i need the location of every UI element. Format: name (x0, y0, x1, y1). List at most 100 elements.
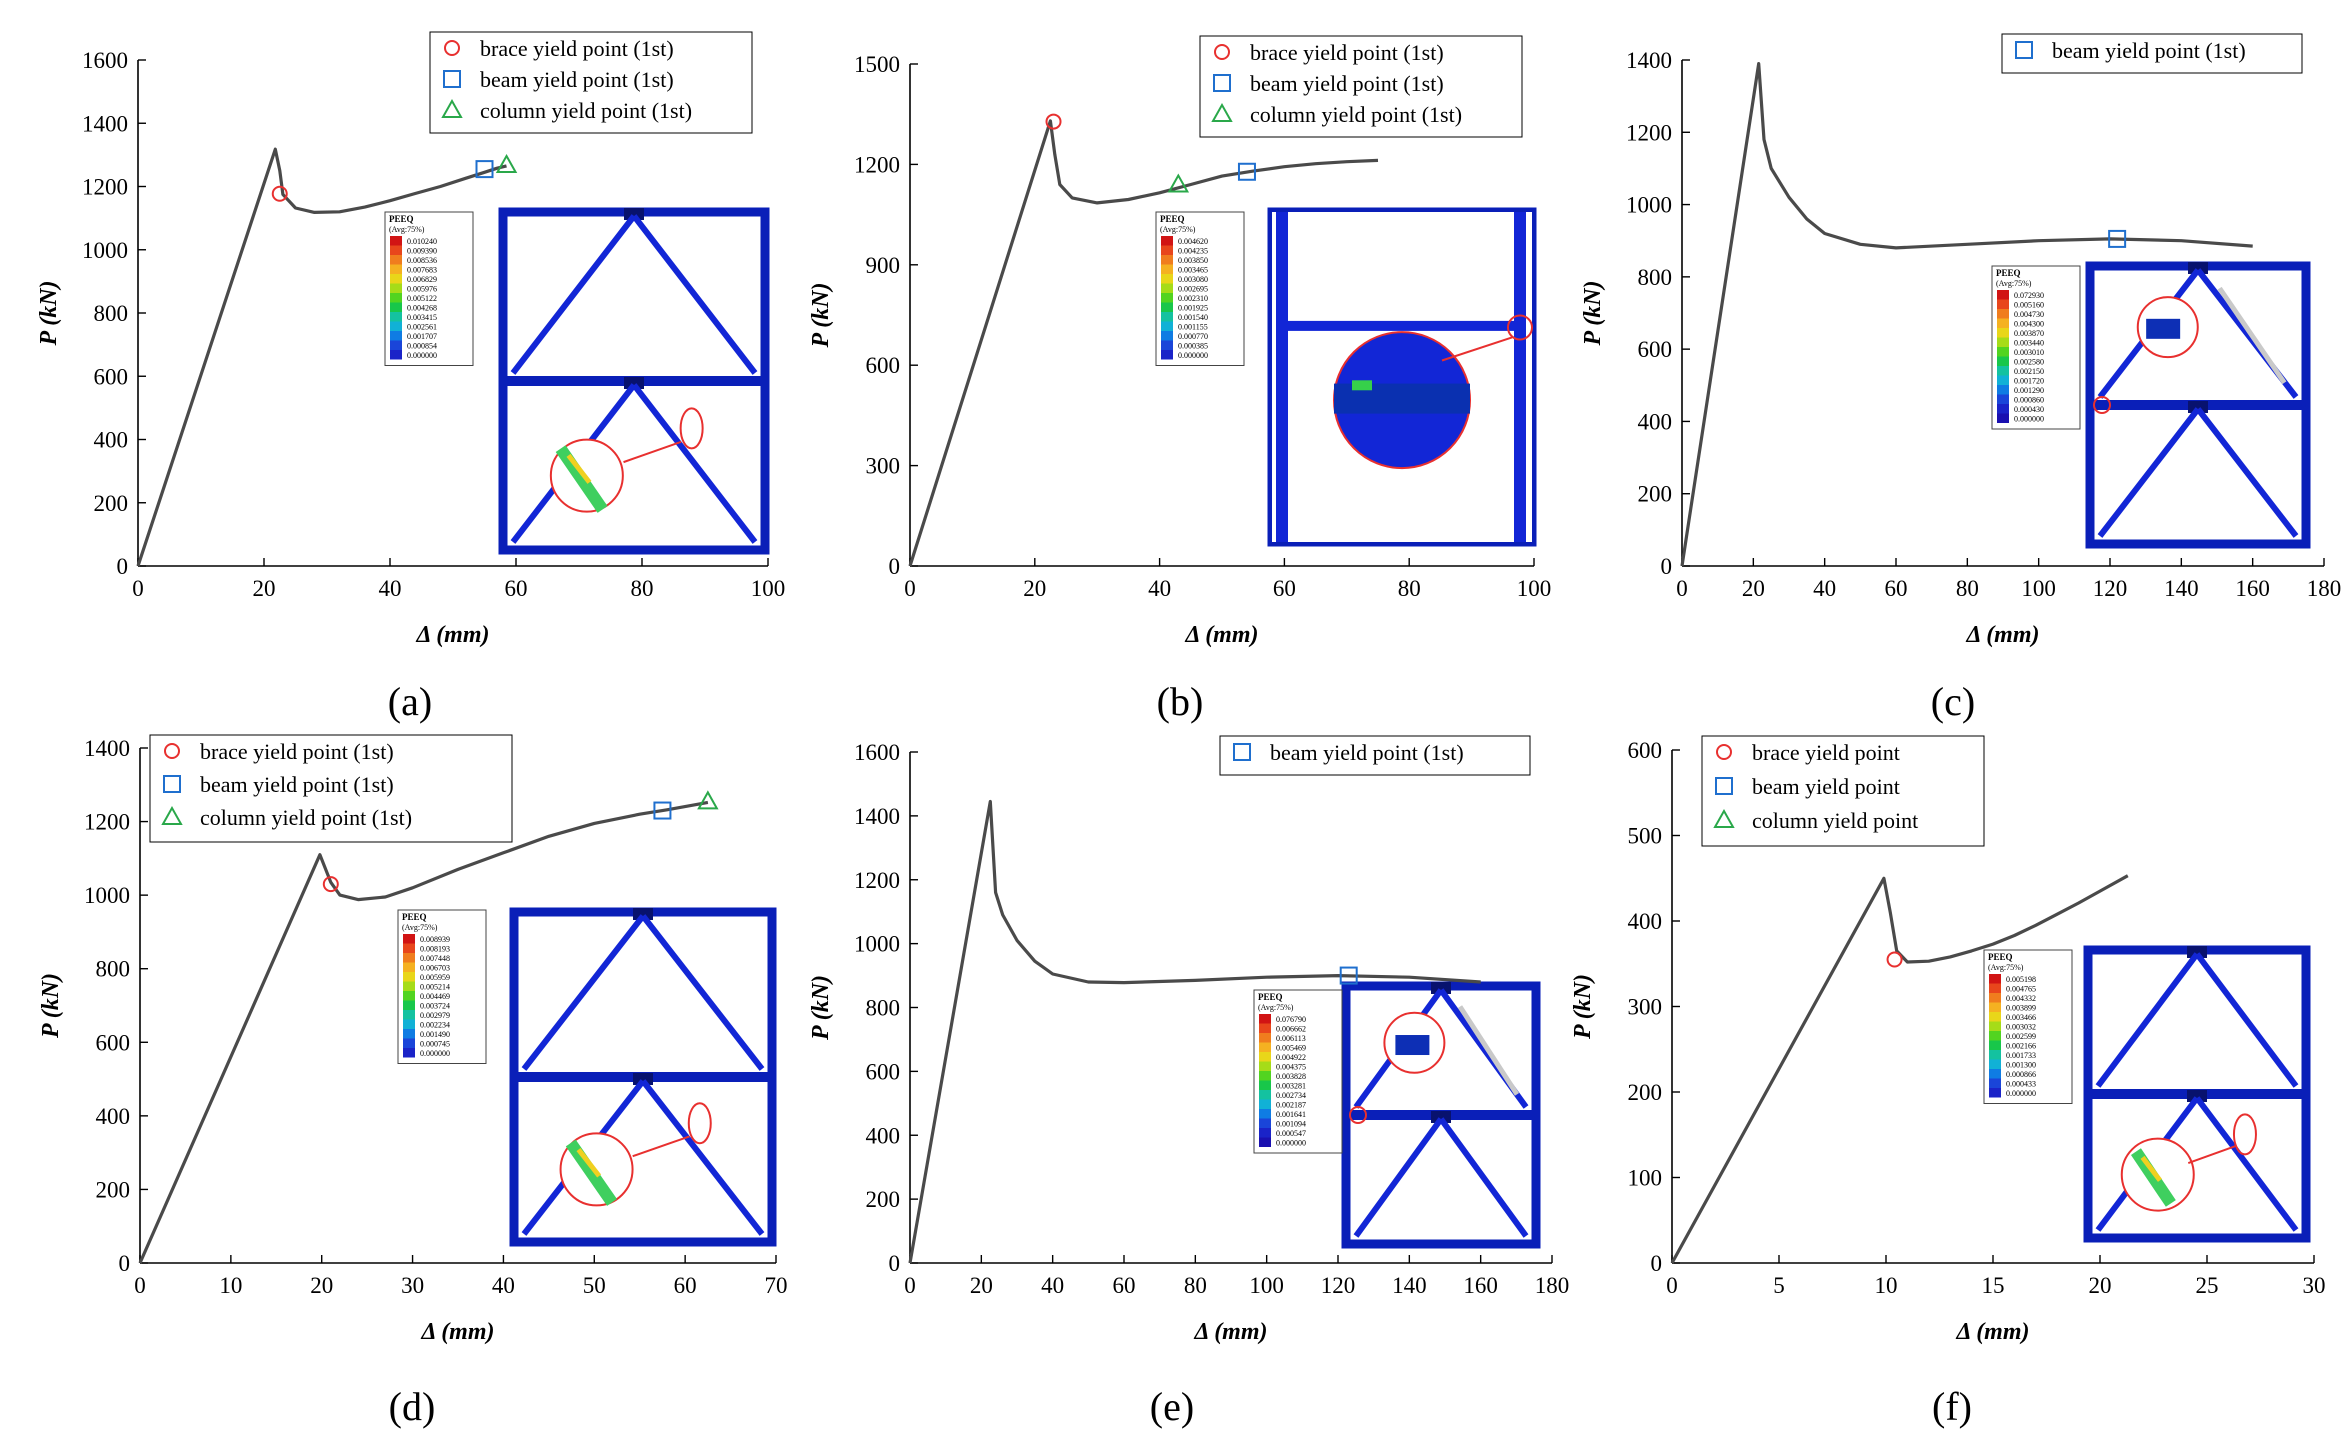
y-tick-label: 200 (1628, 1080, 1663, 1105)
yield-circle (1507, 314, 1533, 341)
x-tick-label: 100 (751, 576, 786, 601)
y-tick-label: 0 (119, 1251, 131, 1276)
y-tick-label: 800 (96, 957, 131, 982)
brace-left (1353, 1117, 1444, 1238)
contour-swatch (390, 302, 402, 312)
panel-c: 0 20 40 60 80 100 120 140 160 180 0 200 400 600 800 100… (1580, 33, 2342, 724)
legend-square-marker (443, 70, 461, 88)
contour-swatch (1161, 350, 1173, 360)
contour-swatch (1989, 1012, 2001, 1022)
contour-swatch (390, 293, 402, 303)
x-tick-label: 40 (492, 1273, 515, 1298)
contour-swatch (1989, 974, 2001, 984)
contour-value: 0.008536 (407, 256, 437, 265)
legend: beam yield point (1st) (1219, 735, 1531, 776)
legend-square-marker (1213, 74, 1231, 92)
load-displacement-curve (908, 799, 1481, 1264)
callout-arrow (632, 1135, 690, 1158)
contour-legend: PEEQ(Avg:75%)0.0089390.0081930.0074480.0… (397, 909, 487, 1064)
contour-swatch (1989, 1069, 2001, 1079)
contour-title: PEEQ (402, 912, 427, 922)
contour-swatch (1161, 236, 1173, 246)
circle-marker (1886, 951, 1903, 968)
contour-value: 0.001925 (1178, 304, 1208, 313)
y-tick-label: 800 (866, 996, 901, 1021)
legend-box (2001, 33, 2303, 74)
x-tick-label: 30 (401, 1273, 424, 1298)
legend: beam yield point (1st) (2001, 33, 2303, 74)
y-tick-label: 1400 (82, 111, 128, 136)
contour-value: 0.007683 (407, 266, 437, 275)
y-axis-title: P (kN) (808, 975, 834, 1041)
contour-swatch (403, 991, 415, 1001)
x-tick-label: 0 (1676, 576, 1688, 601)
y-axis-title: P (kN) (36, 280, 62, 346)
brace-left (2095, 952, 2200, 1088)
legend-square-marker (2015, 41, 2033, 59)
legend-entry: beam yield point (1752, 774, 1900, 799)
contour-value: 0.004730 (2014, 310, 2044, 319)
right-column (1514, 212, 1526, 542)
contour-swatch (1161, 340, 1173, 350)
x-tick-label: 140 (2164, 576, 2199, 601)
contour-swatch (1997, 356, 2009, 366)
contour-value: 0.004765 (2006, 985, 2036, 994)
yield-circle (679, 407, 704, 450)
x-tick-label: 20 (2089, 1273, 2112, 1298)
contour-value: 0.003010 (2014, 348, 2044, 357)
legend-box (1701, 735, 1985, 847)
contour-value: 0.001720 (2014, 377, 2044, 386)
panel-e: 0 20 40 60 80 100 120 140 160 180 0 200 400 600 800 100… (808, 735, 1569, 1429)
contour-value: 0.005160 (2014, 301, 2044, 310)
y-tick-label: 1200 (84, 810, 130, 835)
legend-triangle-marker (1211, 102, 1233, 122)
panel-label: (f) (1932, 1384, 1972, 1429)
contour-swatch (1259, 1061, 1271, 1071)
contour-value: 0.000860 (2014, 396, 2044, 405)
legend: brace yield point (1st) beam yield point … (149, 734, 513, 843)
contour-subtitle: (Avg:75%) (402, 923, 438, 932)
contour-swatch (1997, 413, 2009, 423)
contour-value: 0.003466 (2006, 1013, 2036, 1022)
contour-value: 0.004268 (407, 304, 437, 313)
contour-value: 0.004469 (420, 992, 450, 1001)
contour-swatch (403, 1019, 415, 1029)
contour-swatch (1989, 993, 2001, 1003)
gusset-plate (1431, 982, 1451, 994)
gusset-plate (2187, 1090, 2207, 1102)
contour-value: 0.001490 (420, 1030, 450, 1039)
x-tick-label: 80 (1398, 576, 1421, 601)
x-tick-label: 120 (1321, 1273, 1356, 1298)
yielded-brace (1457, 1005, 1520, 1096)
legend-square-marker (1715, 777, 1733, 795)
y-tick-label: 1200 (854, 868, 900, 893)
x-tick-label: 180 (2307, 576, 2342, 601)
contour-swatch (1161, 321, 1173, 331)
contour-swatch (390, 283, 402, 293)
contour-value: 0.002187 (1276, 1101, 1306, 1110)
brace-left (2097, 407, 2201, 538)
zoom-member (1395, 1035, 1430, 1056)
contour-swatch (1997, 318, 2009, 328)
contour-swatch (1997, 404, 2009, 414)
fe-model-illustration (2085, 261, 2311, 549)
y-tick-label: 800 (94, 301, 129, 326)
contour-swatch (390, 264, 402, 274)
contour-swatch (403, 1029, 415, 1039)
brace-left (510, 214, 637, 375)
contour-swatch (1161, 293, 1173, 303)
callout-arrow (2187, 1144, 2237, 1165)
contour-value: 0.003828 (1276, 1072, 1306, 1081)
contour-value: 0.001540 (1178, 313, 1208, 322)
contour-value: 0.004300 (2014, 320, 2044, 329)
contour-value: 0.001300 (2006, 1061, 2036, 1070)
contour-swatch (403, 943, 415, 953)
contour-value: 0.001641 (1276, 1110, 1306, 1119)
x-tick-label: 80 (1184, 1273, 1207, 1298)
yield-circle (2232, 1113, 2257, 1156)
gusset-plate (633, 1073, 653, 1085)
triangle-marker (697, 790, 719, 810)
contour-swatch (1259, 1099, 1271, 1109)
legend-circle-marker (1716, 744, 1732, 760)
y-tick-label: 0 (1651, 1251, 1663, 1276)
